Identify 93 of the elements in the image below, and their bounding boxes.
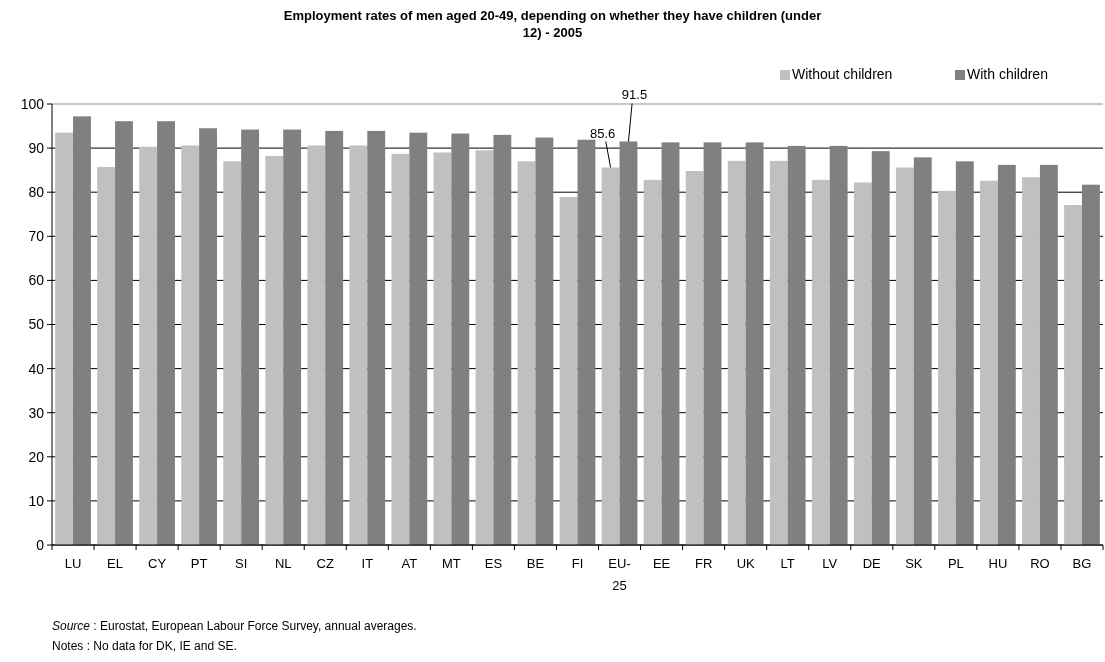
bar bbox=[241, 129, 260, 545]
x-tick-label: HU bbox=[988, 556, 1008, 571]
x-tick-label: LV bbox=[822, 556, 838, 571]
y-tick-label: 80 bbox=[28, 184, 45, 201]
y-tick-label: 90 bbox=[28, 140, 45, 156]
bar bbox=[955, 161, 974, 545]
x-tick-label: IT bbox=[361, 556, 374, 571]
bar bbox=[433, 152, 452, 545]
bar bbox=[55, 132, 74, 545]
bar bbox=[997, 164, 1016, 545]
x-tick-label: NL bbox=[274, 556, 292, 571]
x-tick-label: EL bbox=[107, 556, 124, 571]
y-tick-label: 10 bbox=[28, 492, 45, 509]
bar bbox=[769, 160, 788, 545]
bar bbox=[73, 116, 91, 545]
bar bbox=[1022, 177, 1040, 545]
bar bbox=[727, 160, 746, 545]
bar bbox=[517, 161, 536, 545]
bar bbox=[283, 129, 302, 545]
x-tick-label: SK bbox=[905, 556, 923, 571]
bar bbox=[685, 171, 704, 545]
bar bbox=[601, 167, 620, 545]
x-tick-label: BE bbox=[526, 556, 545, 571]
x-tick-label: RO bbox=[1030, 556, 1050, 571]
bar bbox=[703, 142, 722, 545]
bar bbox=[535, 137, 554, 545]
y-tick-label: 50 bbox=[28, 316, 45, 333]
bar bbox=[157, 121, 175, 545]
bar bbox=[787, 145, 806, 545]
bar bbox=[937, 190, 956, 545]
legend-label: With children bbox=[967, 66, 1048, 82]
y-tick-label: 0 bbox=[36, 536, 45, 553]
bar bbox=[475, 150, 494, 545]
x-tick-label: CZ bbox=[316, 556, 334, 571]
bar bbox=[980, 180, 998, 545]
bar bbox=[199, 128, 218, 545]
bar bbox=[325, 130, 344, 545]
x-tick-label: UK bbox=[736, 556, 756, 571]
bar bbox=[871, 151, 890, 545]
x-tick-label: SI bbox=[235, 556, 248, 571]
bar bbox=[559, 197, 578, 545]
x-tick-label: FI bbox=[571, 556, 584, 571]
bar bbox=[577, 139, 596, 545]
bar bbox=[493, 134, 512, 545]
x-tick-label: DE bbox=[862, 556, 882, 571]
y-tick-label: 70 bbox=[28, 228, 45, 245]
x-tick-label: PT bbox=[190, 556, 208, 571]
y-tick-label: 100 bbox=[20, 95, 45, 112]
bar bbox=[661, 142, 680, 545]
x-tick-label: EE bbox=[652, 556, 671, 571]
bar bbox=[811, 179, 830, 545]
bar bbox=[139, 146, 158, 545]
bar bbox=[391, 153, 410, 545]
bar bbox=[181, 145, 200, 545]
bar bbox=[619, 141, 638, 545]
x-tick-label: ES bbox=[484, 556, 503, 571]
chart-title: Employment rates of men aged 20-49, depending on whether they have children (under 12) - 2005 bbox=[283, 8, 822, 40]
bar bbox=[829, 145, 848, 545]
y-tick-label: 20 bbox=[28, 448, 45, 465]
bar bbox=[349, 145, 368, 545]
bar bbox=[853, 182, 872, 545]
y-tick-label: 60 bbox=[28, 272, 45, 289]
y-tick-label: 40 bbox=[28, 360, 45, 377]
bar bbox=[895, 167, 914, 545]
x-tick-label: LT bbox=[780, 556, 795, 571]
data-label: 85.6 bbox=[589, 125, 616, 141]
text: Notes : No data for DK, IE and SE. bbox=[52, 639, 237, 653]
bar bbox=[1081, 184, 1100, 545]
source-note: Source : Eurostat, European Labour Force Survey, annual averages. bbox=[52, 619, 417, 633]
bar bbox=[223, 161, 242, 545]
x-tick-label: FR bbox=[694, 556, 713, 571]
bar bbox=[115, 121, 133, 545]
bar bbox=[307, 145, 326, 545]
x-tick-label: EU-25 bbox=[608, 556, 631, 593]
bar bbox=[409, 132, 428, 545]
bar bbox=[265, 156, 284, 545]
bar bbox=[745, 142, 764, 545]
bar bbox=[451, 133, 470, 545]
bar bbox=[367, 130, 386, 545]
x-tick-label: BG bbox=[1072, 556, 1092, 571]
bar bbox=[97, 167, 116, 545]
x-tick-label: CY bbox=[148, 556, 167, 571]
y-tick-label: 30 bbox=[28, 404, 45, 421]
x-tick-label: LU bbox=[64, 556, 82, 571]
bar bbox=[643, 179, 662, 545]
data-label: 91.5 bbox=[621, 87, 648, 103]
bar bbox=[913, 157, 932, 545]
bar bbox=[1064, 204, 1082, 545]
x-tick-label: MT bbox=[441, 556, 461, 571]
x-tick-label: AT bbox=[401, 556, 418, 571]
bar bbox=[1039, 164, 1058, 545]
x-tick-label: PL bbox=[947, 556, 964, 571]
legend-label: Without children bbox=[792, 66, 893, 82]
